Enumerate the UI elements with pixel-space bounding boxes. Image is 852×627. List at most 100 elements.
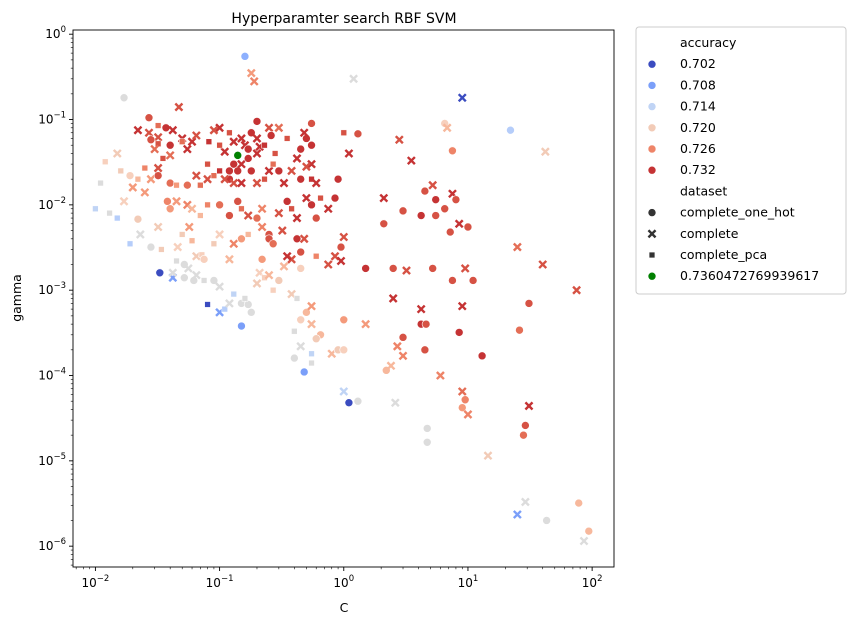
data-point bbox=[174, 102, 184, 112]
data-point bbox=[204, 301, 211, 308]
data-point bbox=[440, 119, 450, 128]
legend-accuracy-label: 0.702 bbox=[680, 56, 716, 71]
data-point bbox=[146, 242, 156, 252]
data-point bbox=[215, 123, 224, 133]
y-axis: 10−6 10−5 10−4 10−3 10−2 10−1 100 bbox=[38, 25, 73, 566]
data-point bbox=[274, 166, 284, 176]
data-point bbox=[398, 351, 408, 361]
data-point bbox=[463, 222, 473, 232]
data-point bbox=[233, 166, 243, 176]
data-point bbox=[388, 264, 398, 273]
data-point bbox=[445, 227, 455, 237]
data-point bbox=[128, 183, 138, 192]
data-point bbox=[252, 117, 262, 126]
data-point bbox=[233, 197, 243, 206]
legend-dataset-label: complete_pca bbox=[680, 247, 767, 262]
data-point bbox=[440, 204, 450, 214]
data-point bbox=[301, 162, 311, 172]
data-point bbox=[361, 264, 370, 273]
data-point bbox=[323, 204, 333, 214]
data-point bbox=[336, 242, 346, 252]
data-point bbox=[339, 387, 349, 396]
data-point bbox=[307, 119, 316, 128]
data-point bbox=[246, 308, 256, 317]
data-point bbox=[246, 166, 256, 176]
data-point bbox=[154, 122, 162, 129]
legend-accuracy-label: 0.726 bbox=[680, 141, 716, 156]
data-point bbox=[339, 232, 349, 242]
data-point bbox=[422, 424, 432, 433]
data-point bbox=[257, 255, 267, 264]
data-point bbox=[292, 213, 302, 223]
data-point bbox=[266, 131, 276, 140]
data-point bbox=[299, 367, 309, 377]
data-point bbox=[454, 219, 464, 229]
data-point bbox=[311, 213, 321, 223]
x-tick-label: 10−1 bbox=[206, 574, 234, 590]
data-point bbox=[282, 197, 292, 206]
data-point bbox=[274, 123, 284, 133]
data-point bbox=[270, 287, 277, 294]
data-point bbox=[150, 144, 160, 154]
data-point bbox=[155, 268, 165, 278]
data-point bbox=[229, 137, 239, 147]
data-point bbox=[246, 68, 256, 78]
x-axis: 10−2 10−1 100 101 102 bbox=[75, 567, 602, 590]
data-point bbox=[390, 398, 400, 408]
data-point bbox=[416, 304, 426, 314]
data-point bbox=[308, 176, 315, 183]
data-point bbox=[323, 260, 333, 269]
data-point bbox=[220, 147, 230, 157]
data-point bbox=[229, 239, 239, 249]
data-point bbox=[344, 398, 354, 408]
data-point bbox=[264, 270, 274, 280]
data-point bbox=[204, 160, 211, 168]
legend-dataset-marker bbox=[648, 251, 656, 259]
data-point bbox=[225, 254, 234, 264]
data-point bbox=[153, 163, 163, 173]
data-point bbox=[277, 226, 287, 235]
data-point bbox=[144, 128, 154, 138]
data-point bbox=[119, 196, 129, 206]
data-point bbox=[448, 276, 457, 285]
data-point bbox=[229, 159, 239, 169]
y-tick-label: 10−2 bbox=[38, 196, 66, 212]
data-point bbox=[512, 510, 522, 519]
data-point bbox=[333, 174, 343, 184]
data-point bbox=[292, 154, 302, 163]
data-point bbox=[225, 299, 234, 308]
data-point bbox=[291, 328, 298, 335]
legend: accuracy 0.702 0.708 0.714 0.720 0.726 0.732 da… bbox=[635, 26, 847, 295]
data-point bbox=[159, 155, 167, 162]
data-point bbox=[579, 536, 589, 546]
data-point bbox=[252, 279, 262, 288]
data-point bbox=[431, 211, 441, 220]
data-point bbox=[165, 178, 175, 188]
data-point bbox=[521, 421, 530, 430]
data-point bbox=[146, 174, 156, 184]
data-point bbox=[506, 125, 515, 135]
data-point bbox=[311, 334, 321, 344]
data-point bbox=[187, 204, 197, 214]
data-point bbox=[336, 256, 346, 266]
legend-dataset-title: dataset bbox=[680, 183, 727, 198]
data-point bbox=[135, 230, 145, 239]
data-point bbox=[406, 156, 416, 166]
best-point bbox=[233, 151, 243, 160]
data-point bbox=[386, 361, 396, 371]
data-point bbox=[215, 282, 224, 292]
data-point bbox=[183, 180, 192, 190]
legend-dataset-marker bbox=[647, 271, 657, 281]
data-point bbox=[252, 134, 262, 143]
data-point bbox=[422, 437, 432, 447]
data-point bbox=[307, 140, 316, 150]
data-point bbox=[279, 178, 289, 188]
data-point bbox=[106, 209, 113, 217]
data-point bbox=[215, 307, 224, 317]
data-point bbox=[261, 176, 268, 183]
data-point bbox=[538, 260, 548, 269]
data-point bbox=[216, 142, 223, 149]
data-point bbox=[292, 234, 302, 244]
data-point bbox=[220, 174, 230, 184]
data-point bbox=[574, 498, 584, 508]
